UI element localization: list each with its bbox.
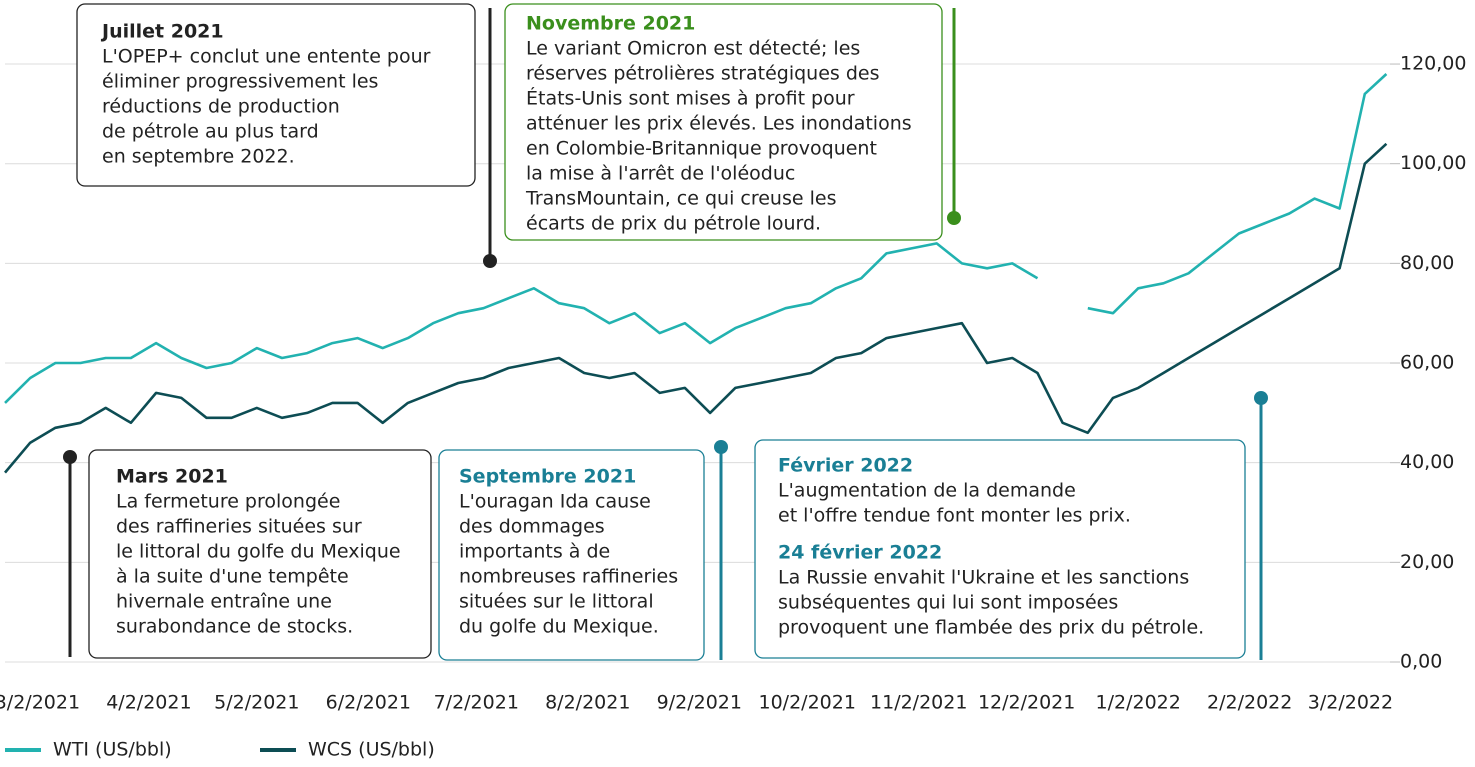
annotation-box <box>88 449 432 659</box>
x-tick-label: 4/2/2021 <box>106 692 191 714</box>
legend-label: WCS (US/bbl) <box>308 739 435 761</box>
x-tick-label: 3/2/2022 <box>1308 692 1393 714</box>
series-line <box>4 73 1388 404</box>
annotation-dot <box>63 450 77 464</box>
annotation-title: Mars 2021 <box>116 466 228 488</box>
annotation-text: des raffineries situées sur <box>116 516 362 538</box>
y-tick-label: 60,00 <box>1400 352 1454 374</box>
annotation-title: Novembre 2021 <box>526 13 695 35</box>
annotation-text: du golfe du Mexique. <box>459 616 659 638</box>
annotation-text: La fermeture prolongée <box>116 491 340 513</box>
annotation-text: de pétrole au plus tard <box>102 121 319 143</box>
annotation-dot <box>947 211 961 225</box>
y-tick-label: 0,00 <box>1400 651 1442 673</box>
annotation-text: subséquentes qui lui sont imposées <box>778 592 1118 614</box>
annotation-title: Juillet 2021 <box>100 21 224 43</box>
annotation-text: réserves pétrolières stratégiques des <box>526 63 880 85</box>
annotation-text: éliminer progressivement les <box>102 71 378 93</box>
annotation-dot <box>1254 391 1268 405</box>
annotation-text: La Russie envahit l'Ukraine et les sanct… <box>778 567 1189 589</box>
annotation-text: en Colombie-Britannique provoquent <box>526 138 877 160</box>
annotation-box <box>504 3 943 241</box>
y-tick-label: 120,00 <box>1400 53 1466 75</box>
x-tick-label: 3/2/2021 <box>0 692 80 714</box>
annotation-text: à la suite d'une tempête <box>116 566 349 588</box>
x-tick-label: 12/2/2021 <box>978 692 1075 714</box>
annotation-text: L'augmentation de la demande <box>778 480 1076 502</box>
annotation-text: Le variant Omicron est détecté; les <box>526 38 860 60</box>
annotation-text: écarts de prix du pétrole lourd. <box>526 213 821 235</box>
annotation-title: Février 2022 <box>778 455 913 477</box>
annotation-box <box>438 449 705 661</box>
x-tick-label: 2/2/2022 <box>1207 692 1292 714</box>
annotation-title: 24 février 2022 <box>778 542 942 564</box>
x-tick-label: 8/2/2021 <box>545 692 630 714</box>
series-line <box>4 142 1388 474</box>
x-tick-label: 11/2/2021 <box>870 692 967 714</box>
annotation-text: réductions de production <box>102 96 340 118</box>
annotation-text: importants à de <box>459 541 610 563</box>
legend-label: WTI (US/bbl) <box>53 739 172 761</box>
annotation-text: États-Unis sont mises à profit pour <box>526 87 855 110</box>
y-tick-label: 80,00 <box>1400 252 1454 274</box>
annotation-box <box>76 3 476 187</box>
x-tick-label: 7/2/2021 <box>434 692 519 714</box>
annotation-text: atténuer les prix élevés. Les inondation… <box>526 113 912 135</box>
x-tick-label: 1/2/2022 <box>1096 692 1181 714</box>
annotation-text: L'OPEP+ conclut une entente pour <box>102 46 431 68</box>
annotation-text: surabondance de stocks. <box>116 616 353 638</box>
annotation-text: le littoral du golfe du Mexique <box>116 541 401 563</box>
annotation-text: et l'offre tendue font monter les prix. <box>778 505 1131 527</box>
y-tick-label: 40,00 <box>1400 451 1454 473</box>
annotation-text: TransMountain, ce qui creuse les <box>525 188 836 210</box>
annotation-text: la mise à l'arrêt de l'oléoduc <box>526 163 795 185</box>
x-tick-label: 5/2/2021 <box>214 692 299 714</box>
annotation-text: hivernale entraîne une <box>116 591 332 613</box>
annotation-text: situées sur le littoral <box>459 591 654 613</box>
y-tick-label: 20,00 <box>1400 551 1454 573</box>
y-tick-label: 100,00 <box>1400 152 1466 174</box>
annotation-text: en septembre 2022. <box>102 146 295 168</box>
annotation-dot <box>483 254 497 268</box>
annotation-text: des dommages <box>459 516 605 538</box>
annotation-text: nombreuses raffineries <box>459 566 678 588</box>
x-tick-label: 9/2/2021 <box>657 692 742 714</box>
annotation-dot <box>714 440 728 454</box>
annotation-title: Septembre 2021 <box>459 466 636 488</box>
x-tick-label: 6/2/2021 <box>326 692 411 714</box>
annotation-text: L'ouragan Ida cause <box>459 491 651 513</box>
annotation-box <box>754 439 1246 659</box>
x-tick-label: 10/2/2021 <box>759 692 856 714</box>
annotation-text: provoquent une flambée des prix du pétro… <box>778 617 1204 639</box>
